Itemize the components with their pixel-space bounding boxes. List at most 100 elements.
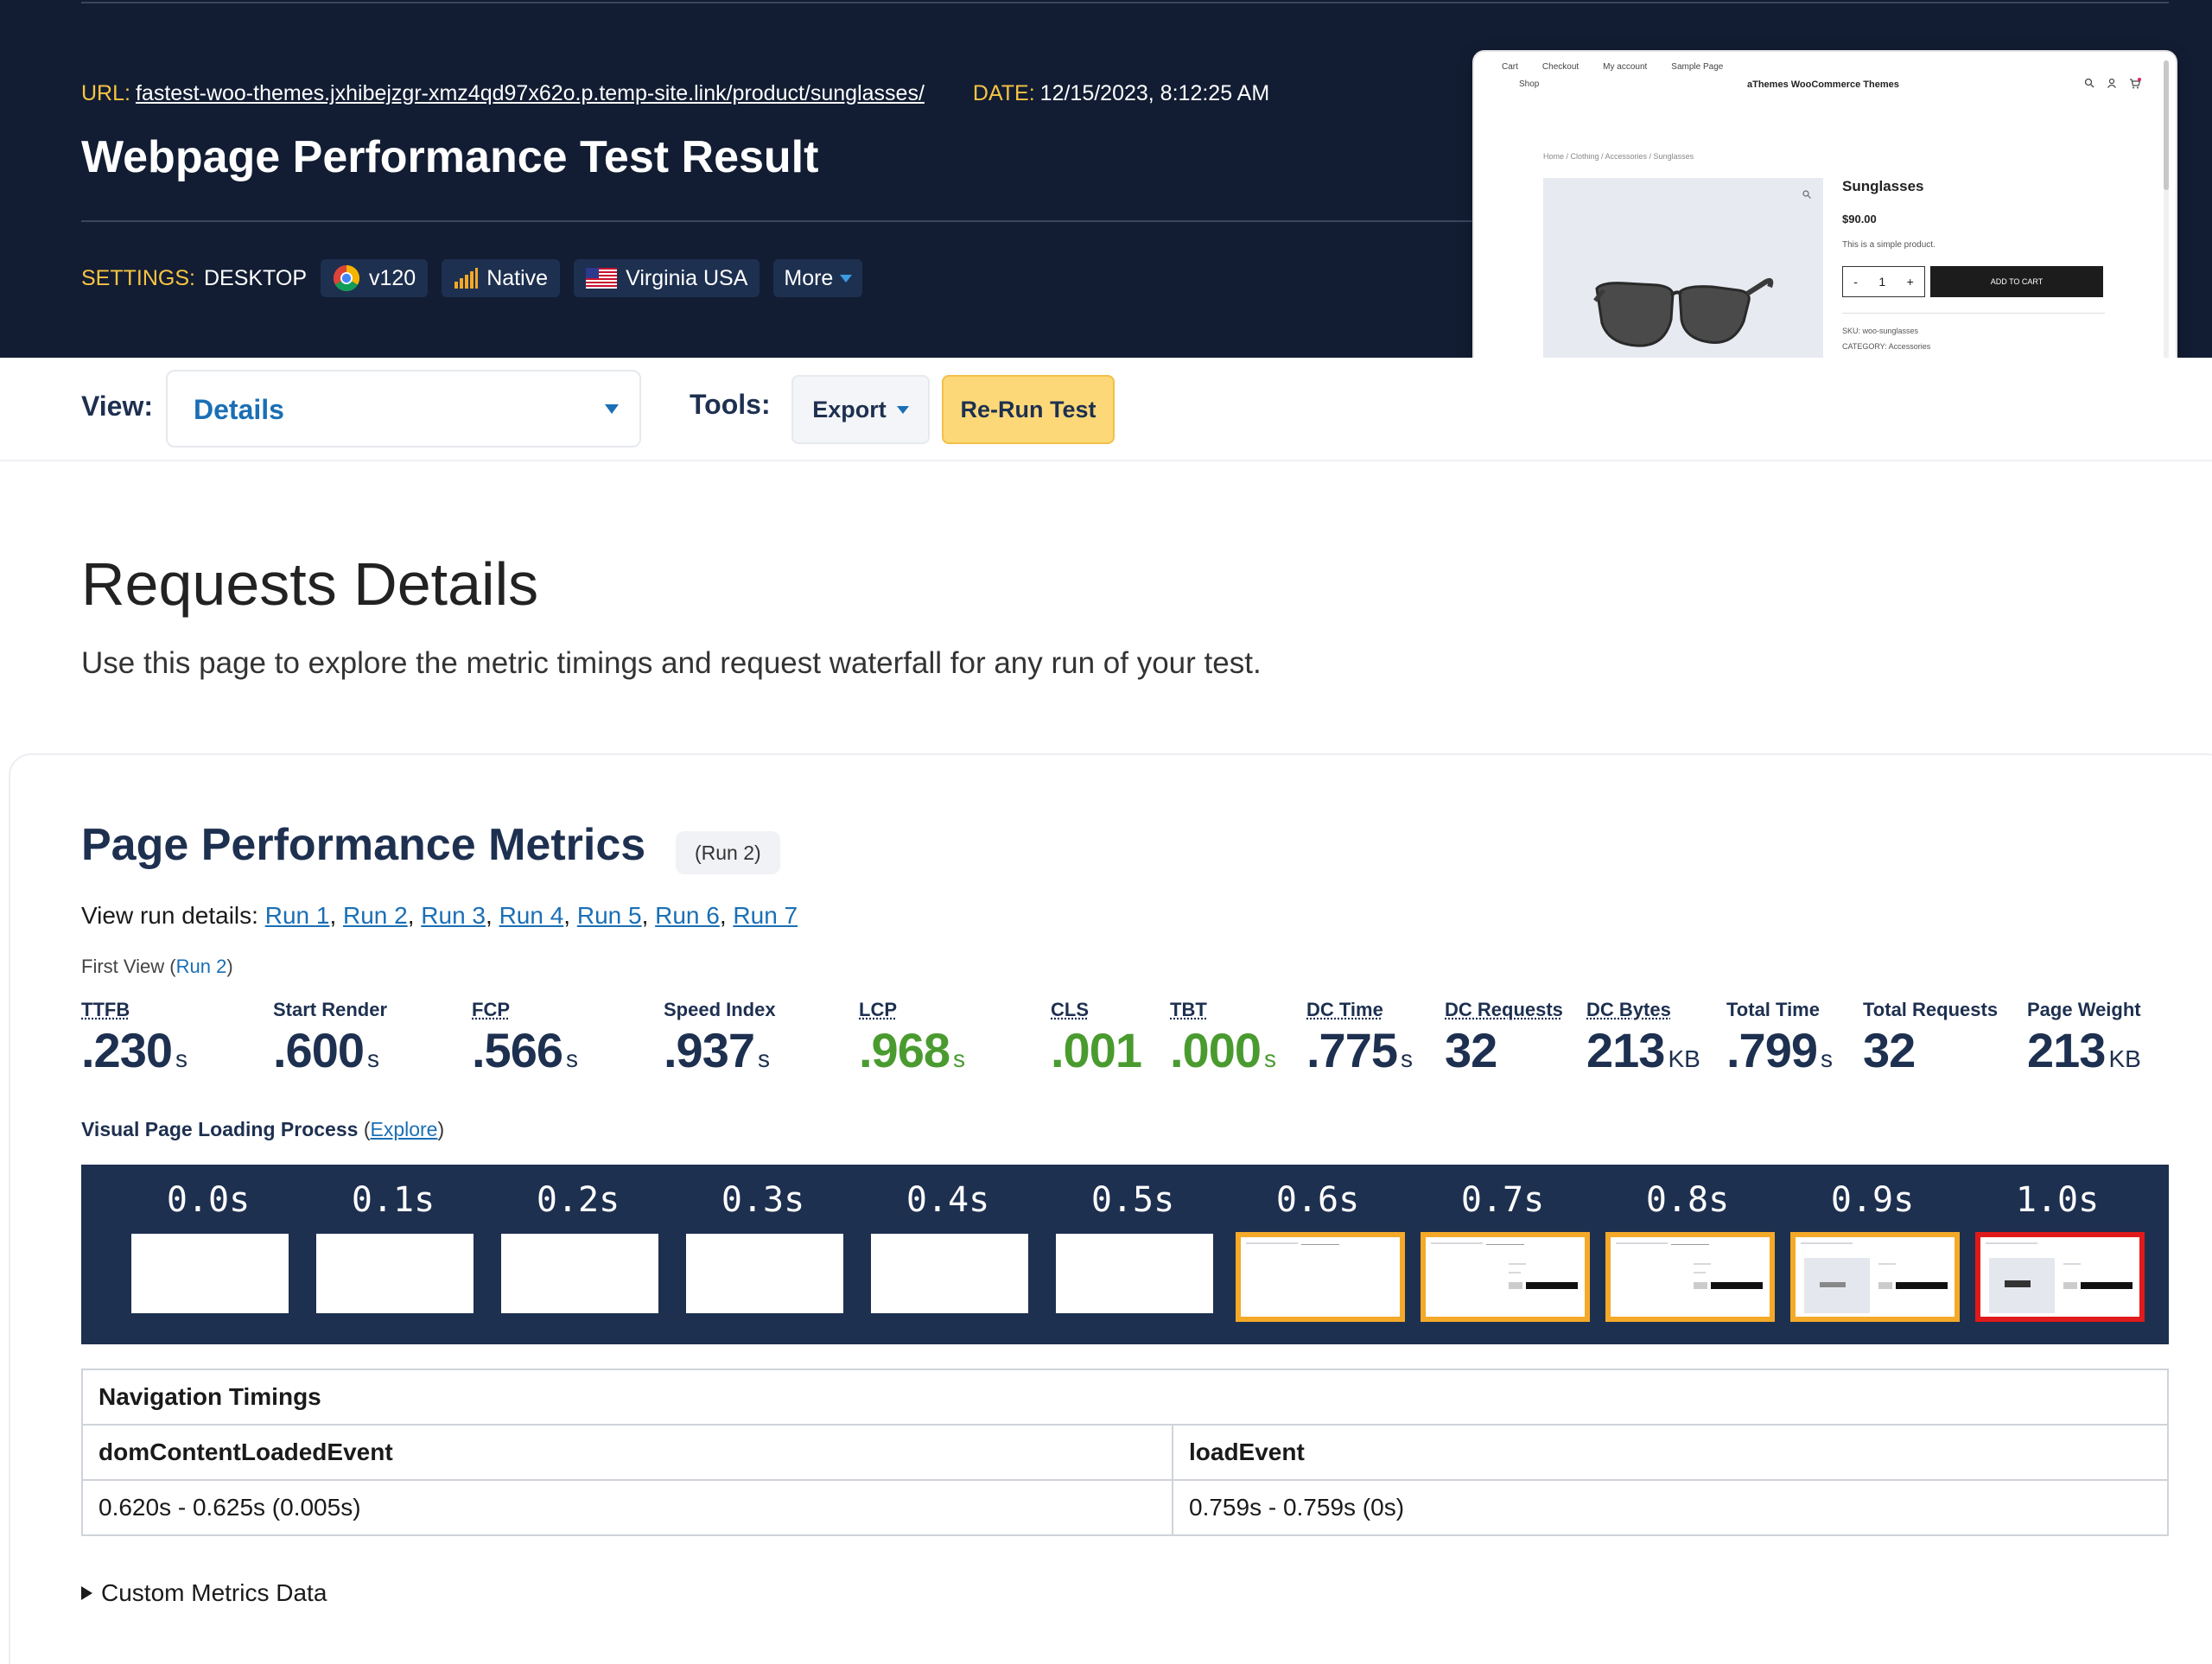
signal-bars-icon	[454, 268, 479, 289]
frame-time: 0.4s	[906, 1180, 990, 1220]
filmstrip-frame[interactable]: 0.5s	[1051, 1165, 1215, 1344]
metric-number: 32	[1863, 1023, 1916, 1077]
screenshot-separator	[1842, 313, 2105, 314]
custom-metrics-label: Custom Metrics Data	[101, 1579, 327, 1606]
metric-value: .600 s	[273, 1023, 387, 1087]
view-select[interactable]: Details	[166, 370, 641, 448]
filmstrip-frame[interactable]: 0.3s	[681, 1165, 845, 1344]
frame-time: 0.5s	[1090, 1180, 1175, 1220]
screenshot-category: CATEGORY: Accessories	[1842, 342, 1931, 351]
metric-value: 32	[1863, 1023, 1998, 1078]
metric-start-render: Start Render .600 s	[273, 999, 387, 1087]
frame-time: 0.3s	[721, 1180, 805, 1220]
filmstrip-frame[interactable]: 0.6s	[1236, 1165, 1405, 1344]
frame-time: 0.7s	[1460, 1180, 1545, 1220]
metric-value: .937 s	[664, 1023, 776, 1087]
metric-number: .566	[472, 1023, 563, 1077]
metric-number: 213	[1586, 1023, 1665, 1077]
explore-link[interactable]: Explore	[370, 1118, 438, 1140]
metric-label[interactable]: TTFB	[81, 999, 130, 1020]
metric-unit: s	[953, 1045, 965, 1072]
us-flag-icon	[586, 268, 618, 289]
run-link-2[interactable]: Run 2	[343, 902, 408, 929]
run-link-7[interactable]: Run 7	[733, 902, 798, 929]
device-setting: DESKTOP	[203, 265, 307, 290]
filmstrip-frame[interactable]: 0.0s	[126, 1165, 290, 1344]
filmstrip-frame[interactable]: 0.2s	[496, 1165, 660, 1344]
frame-time: 0.6s	[1275, 1180, 1360, 1220]
connection-pill: Native	[442, 259, 561, 297]
metric-unit: s	[758, 1045, 770, 1072]
filmstrip-frame[interactable]: 0.7s	[1421, 1165, 1590, 1344]
rerun-test-button[interactable]: Re-Run Test	[942, 375, 1115, 444]
metric-dc-bytes: DC Bytes 213 KB	[1586, 999, 1700, 1087]
first-view-run-link[interactable]: Run 2	[175, 956, 227, 977]
screenshot-qty-value: 1	[1878, 275, 1886, 289]
metric-number: 32	[1445, 1023, 1497, 1077]
filmstrip-frame[interactable]: 0.8s	[1605, 1165, 1775, 1344]
metric-number: .230	[81, 1023, 173, 1077]
disclosure-triangle-icon	[81, 1586, 92, 1600]
metric-label[interactable]: TBT	[1170, 999, 1207, 1020]
metric-label[interactable]: CLS	[1051, 999, 1089, 1020]
metric-label[interactable]: DC Time	[1306, 999, 1383, 1020]
metric-label[interactable]: DC Requests	[1445, 999, 1563, 1020]
frame-thumbnail	[1056, 1234, 1213, 1313]
load-event-header: loadEvent	[1172, 1424, 2169, 1481]
filmstrip: 0.0s 0.1s 0.2s 0.3s 0.4s 0.5s 0.6s 0.7s	[81, 1165, 2169, 1344]
chevron-down-icon	[605, 404, 619, 414]
filmstrip-frame[interactable]: 0.9s	[1790, 1165, 1960, 1344]
metric-label[interactable]: FCP	[472, 999, 510, 1020]
metric-label[interactable]: LCP	[859, 999, 897, 1020]
metric-unit: s	[175, 1045, 188, 1072]
first-view-suffix: )	[226, 956, 233, 977]
screenshot-breadcrumb: Home / Clothing / Accessories / Sunglass…	[1543, 152, 1694, 161]
metric-value: .001	[1051, 1023, 1142, 1078]
settings-row: SETTINGS: DESKTOP v120	[81, 257, 876, 299]
metric-value: .799 s	[1726, 1023, 1833, 1087]
metric-number: .775	[1306, 1023, 1398, 1077]
metric-label: Speed Index	[664, 999, 776, 1020]
run-link-3[interactable]: Run 3	[421, 902, 486, 929]
view-label: View:	[81, 391, 153, 422]
browser-pill: v120	[321, 259, 429, 297]
export-button[interactable]: Export	[791, 375, 930, 444]
visual-loading-label: Visual Page Loading Process (Explore)	[81, 1118, 445, 1140]
metric-fcp: FCP .566 s	[472, 999, 578, 1087]
metric-label[interactable]: DC Bytes	[1586, 999, 1671, 1020]
sunglasses-icon	[1593, 277, 1774, 347]
metric-value: 32	[1445, 1023, 1563, 1078]
filmstrip-frame[interactable]: 0.4s	[866, 1165, 1030, 1344]
screenshot-header-icons	[2084, 78, 2141, 90]
connection-value: Native	[486, 265, 549, 290]
run-link-1[interactable]: Run 1	[264, 902, 330, 929]
screenshot-nav-item: Checkout	[1541, 62, 1580, 72]
metric-total-time: Total Time .799 s	[1726, 999, 1833, 1087]
first-view-label: First View (Run 2)	[81, 956, 233, 978]
minus-icon: -	[1853, 275, 1858, 289]
filmstrip-frame[interactable]: 0.1s	[311, 1165, 475, 1344]
custom-metrics-toggle[interactable]: Custom Metrics Data	[81, 1579, 327, 1607]
filmstrip-frame[interactable]: 1.0s	[1975, 1165, 2145, 1344]
metric-number: .968	[859, 1023, 950, 1077]
header-divider	[81, 220, 1472, 222]
navigation-timings-table: Navigation Timings domContentLoadedEvent…	[81, 1369, 2169, 1536]
run-links-prefix: View run details:	[81, 902, 258, 929]
screenshot-brand: aThemes WooCommerce Themes	[1747, 79, 1899, 90]
run-link-5[interactable]: Run 5	[576, 902, 642, 929]
plus-icon: +	[1906, 275, 1914, 289]
navigation-timings-title: Navigation Timings	[81, 1369, 2169, 1426]
location-pill: Virginia USA	[574, 259, 760, 297]
more-settings-button[interactable]: More	[773, 259, 863, 297]
tested-url-link[interactable]: fastest-woo-themes.jxhibejzgr-xmz4qd97x6…	[135, 80, 925, 105]
run-badge: (Run 2)	[676, 831, 780, 874]
frame-time: 0.2s	[536, 1180, 620, 1220]
requests-details-description: Use this page to explore the metric timi…	[81, 646, 1262, 680]
run-link-6[interactable]: Run 6	[655, 902, 720, 929]
frame-thumbnail	[871, 1234, 1028, 1313]
run-link-4[interactable]: Run 4	[499, 902, 564, 929]
metric-label: Total Time	[1726, 999, 1820, 1020]
metrics-section-title: Page Performance Metrics	[81, 820, 646, 870]
metric-value: .230 s	[81, 1023, 188, 1087]
dom-content-loaded-header: domContentLoadedEvent	[81, 1424, 1173, 1481]
